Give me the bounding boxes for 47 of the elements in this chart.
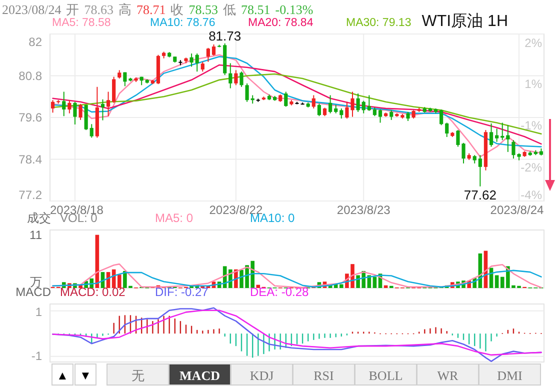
- text: 高: [118, 2, 132, 17]
- text: -0.13%: [275, 2, 314, 17]
- text: 78.63: [84, 2, 114, 17]
- y-tick-label: -1: [31, 349, 42, 363]
- annotation: -1%: [520, 118, 542, 132]
- text: WR: [437, 368, 459, 383]
- text: 收: [170, 2, 184, 17]
- series-label: MACD: 0.02: [60, 285, 126, 299]
- text: 78.53: [188, 2, 218, 17]
- text: MA10: 78.76: [150, 17, 216, 29]
- x-tick-label: 2023/8/23: [336, 203, 391, 217]
- y-tick-label: 1: [35, 305, 42, 319]
- annotation: -2%: [520, 160, 542, 174]
- chart-title: WTI原油 1H: [422, 12, 508, 30]
- y-tick-label: 79.6: [18, 110, 42, 124]
- text: 开: [66, 2, 80, 17]
- text: BOLL: [368, 368, 403, 383]
- text: KDJ: [250, 368, 274, 383]
- text: 11: [30, 228, 42, 242]
- text: 无: [131, 368, 144, 383]
- x-tick-label: 2023/8/24: [490, 203, 544, 217]
- annotation: 1%: [524, 76, 542, 91]
- text: ▼: [80, 368, 92, 382]
- y-tick-label: 77.2: [18, 188, 42, 202]
- y-tick-label: 78.4: [18, 152, 42, 166]
- text: MA20: 78.84: [248, 17, 314, 29]
- annotation: 2%: [524, 36, 542, 50]
- text: 78.71: [136, 2, 166, 17]
- text: RSI: [314, 368, 334, 383]
- text: MA5: 0: [155, 211, 194, 225]
- annotation: 81.73: [208, 28, 242, 44]
- y-tick-label: 80.8: [18, 68, 42, 83]
- annotation: -4%: [520, 188, 542, 202]
- text: 万: [30, 275, 42, 289]
- text: ▲: [56, 368, 68, 382]
- text: MACD: [180, 368, 220, 383]
- annotation: 77.62: [464, 187, 496, 202]
- y-tick-label: 82: [28, 35, 42, 49]
- y-axis-title: 成交: [27, 211, 51, 225]
- text: 78.51: [240, 2, 270, 17]
- text: DMI: [497, 368, 522, 383]
- text: 低: [222, 2, 236, 17]
- text: MA30: 79.13: [346, 17, 412, 29]
- series-label: DIF: -0.27: [155, 285, 209, 299]
- text: MA5: 78.58: [52, 17, 111, 29]
- text: 2023/08/24: [2, 2, 62, 17]
- series-label: DEA: -0.28: [250, 285, 310, 299]
